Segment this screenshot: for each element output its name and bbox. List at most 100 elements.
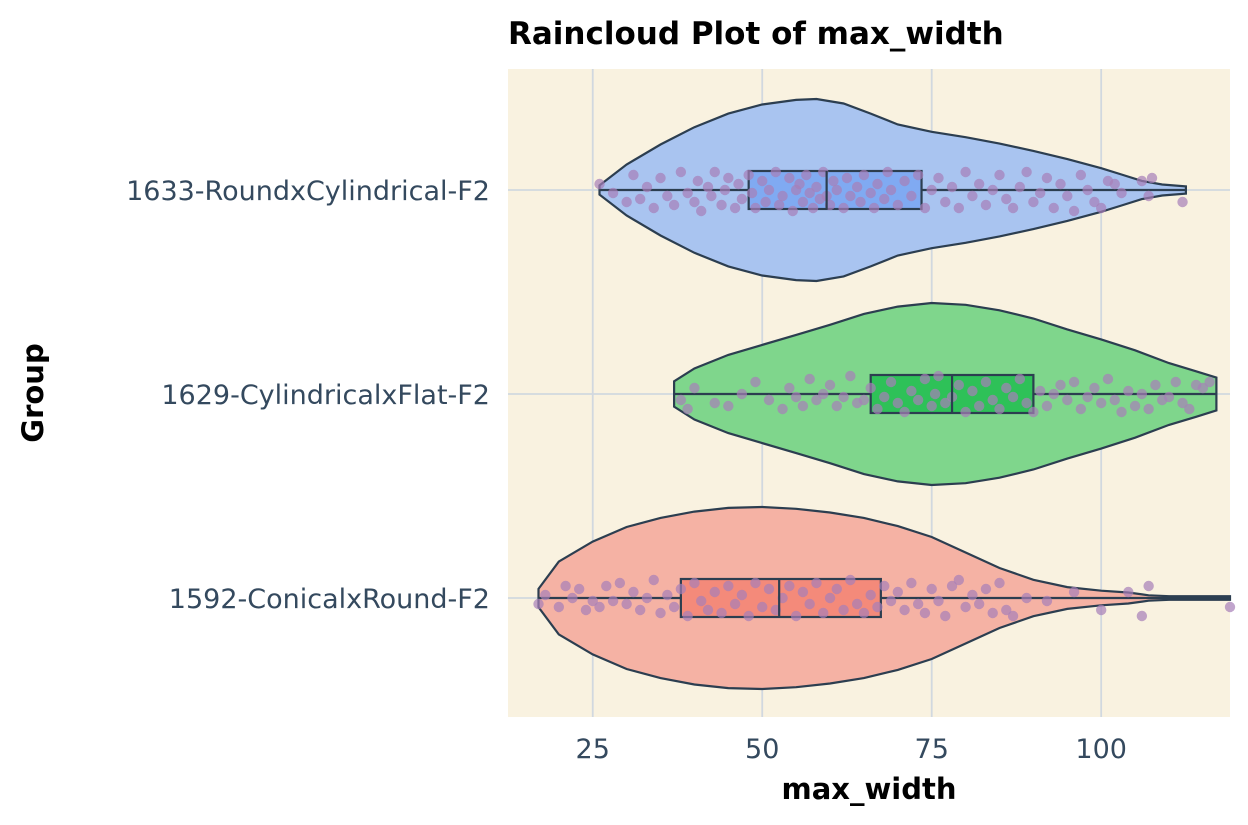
data-point	[594, 601, 605, 613]
x-axis-title: max_width	[782, 772, 957, 806]
data-point	[675, 394, 687, 406]
data-point	[865, 382, 876, 394]
data-point	[760, 196, 771, 208]
data-point	[879, 391, 890, 403]
data-point	[885, 595, 897, 607]
data-point	[919, 202, 931, 214]
data-point	[773, 199, 785, 211]
data-point	[858, 607, 870, 619]
data-point	[960, 601, 971, 613]
data-point	[946, 181, 958, 193]
group-1629-CylindricalxFlat-F2	[673, 301, 1218, 487]
data-point	[1146, 172, 1158, 184]
data-point	[675, 166, 687, 178]
data-point	[750, 202, 761, 214]
data-point	[892, 586, 904, 598]
data-point	[960, 166, 971, 178]
jitter-points	[533, 574, 1236, 622]
data-point	[1109, 394, 1120, 406]
data-point	[940, 610, 951, 622]
x-tick-label: 75	[915, 734, 949, 765]
data-point	[1089, 382, 1100, 394]
data-point	[912, 394, 924, 406]
data-point	[831, 400, 842, 412]
data-point	[845, 574, 856, 586]
data-point	[709, 397, 720, 409]
data-point	[906, 385, 917, 397]
data-point	[1041, 172, 1053, 184]
data-point	[594, 178, 605, 190]
data-point	[1082, 184, 1093, 196]
data-point	[1177, 397, 1188, 409]
data-point	[729, 598, 741, 610]
data-point	[811, 181, 822, 193]
data-point	[648, 202, 659, 214]
data-point	[973, 178, 985, 190]
data-point	[851, 598, 863, 610]
data-point	[648, 574, 659, 586]
data-point	[533, 598, 544, 610]
data-point	[614, 577, 626, 589]
data-point	[1095, 604, 1107, 616]
data-point	[1136, 175, 1148, 187]
data-point	[926, 400, 937, 412]
data-point	[865, 589, 876, 601]
group-layers	[533, 97, 1236, 691]
data-point	[787, 205, 798, 217]
y-tick-label: 1592-ConicalxRound-F2	[169, 584, 490, 615]
data-point	[675, 583, 687, 595]
y-axis-tick-labels: 1633-RoundxCylindrical-F2 1629-Cylindrica…	[126, 176, 490, 615]
data-point	[838, 391, 849, 403]
data-point	[723, 172, 734, 184]
data-point	[1062, 190, 1073, 202]
data-point	[824, 592, 836, 604]
data-point	[882, 166, 893, 178]
jitter-points	[594, 166, 1188, 217]
data-point	[750, 376, 761, 388]
data-point	[1123, 586, 1134, 598]
data-point	[757, 175, 768, 187]
data-point	[1048, 202, 1059, 214]
data-point	[696, 595, 707, 607]
data-point	[838, 604, 849, 616]
data-point	[716, 199, 727, 211]
group-1592-ConicalxRound-F2	[533, 505, 1236, 691]
data-point	[912, 598, 924, 610]
data-point	[804, 187, 815, 199]
data-point	[607, 187, 619, 199]
data-point	[580, 604, 592, 616]
data-point	[1048, 388, 1059, 400]
data-point	[729, 202, 741, 214]
data-point	[824, 379, 836, 391]
data-point	[933, 370, 944, 382]
data-point	[1109, 178, 1120, 190]
data-point	[818, 388, 829, 400]
data-point	[919, 373, 931, 385]
data-point	[828, 175, 839, 187]
data-point	[885, 376, 897, 388]
data-point	[987, 394, 998, 406]
data-point	[892, 199, 904, 211]
data-point	[1143, 403, 1154, 415]
data-point	[1116, 187, 1127, 199]
data-point	[797, 196, 809, 208]
data-point	[709, 166, 720, 178]
data-point	[628, 586, 639, 598]
data-point	[967, 385, 978, 397]
data-point	[702, 604, 714, 616]
data-point	[1001, 604, 1012, 616]
data-point	[831, 583, 842, 595]
data-point	[1001, 382, 1012, 394]
data-point	[655, 607, 666, 619]
y-tick-label: 1633-RoundxCylindrical-F2	[126, 176, 490, 207]
data-point	[736, 193, 748, 205]
data-point	[879, 193, 890, 205]
data-point	[1082, 391, 1093, 403]
data-point	[865, 187, 876, 199]
data-point	[567, 592, 578, 604]
data-point	[973, 400, 985, 412]
data-point	[872, 403, 883, 415]
data-point	[1021, 592, 1032, 604]
data-point	[831, 184, 842, 196]
data-point	[872, 601, 883, 613]
